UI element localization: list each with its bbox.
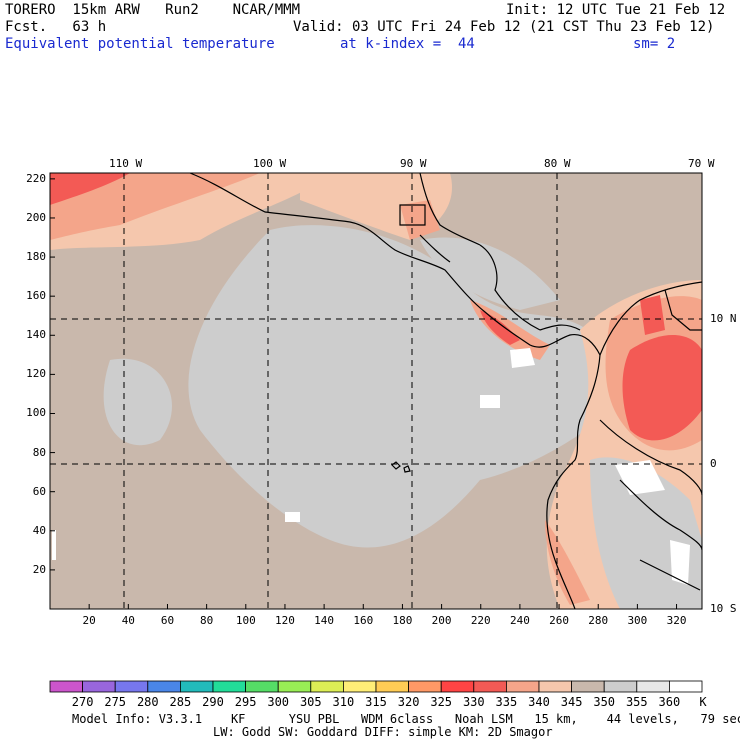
lat-label-0: 0 xyxy=(710,457,717,470)
forecast-hour: Fcst. 63 h xyxy=(5,19,107,35)
x-tick-label: 80 xyxy=(200,614,214,627)
colorbar-swatch xyxy=(603,680,638,693)
x-tick-label: 120 xyxy=(275,614,295,627)
lat-lon-grid xyxy=(50,173,702,609)
x-tick-label: 240 xyxy=(509,614,530,627)
colorbar-swatch xyxy=(505,680,540,693)
y-tick-label: 180 xyxy=(26,250,46,264)
y-tick-label: 220 xyxy=(26,171,46,185)
y-tick-label: 140 xyxy=(26,328,46,342)
colorbar-swatch xyxy=(375,680,409,693)
colorbar-swatch xyxy=(342,680,377,693)
x-tick-label: 200 xyxy=(431,614,452,627)
colorbar-swatch xyxy=(310,680,344,693)
colorbar-swatch xyxy=(245,680,279,693)
lon-label-70w: 70 W xyxy=(688,157,715,170)
x-tick-label: 220 xyxy=(470,614,491,627)
y-tick-label: 20 xyxy=(32,562,46,576)
x-tick-label: 320 xyxy=(666,614,687,627)
colorbar-swatch xyxy=(473,680,507,693)
colorbar-swatch xyxy=(82,680,116,693)
y-tick-label: 120 xyxy=(26,367,46,381)
x-tick-label: 60 xyxy=(160,614,175,627)
map-frame xyxy=(49,172,703,610)
x-tick-label: 300 xyxy=(627,614,648,627)
temperature-field xyxy=(50,173,702,609)
colorbar-tick-label: 270 xyxy=(71,695,94,709)
colorbar-tick-label: 350 xyxy=(593,695,616,709)
colorbar-swatch xyxy=(408,680,442,693)
y-tick-label: 80 xyxy=(32,445,46,459)
colorbar-tick-label: 360 xyxy=(658,695,681,709)
colorbar-unit: K xyxy=(699,695,707,709)
colorbar-tick-label: 275 xyxy=(104,695,127,709)
colorbar-swatch xyxy=(277,680,312,693)
colorbar-swatch xyxy=(440,680,475,693)
colorbar-tick-label: 345 xyxy=(560,695,583,709)
colorbar-tick-label: 300 xyxy=(267,695,290,709)
lon-label-100w: 100 W xyxy=(253,157,287,170)
lat-label-10s: 10 S xyxy=(710,602,737,615)
colorbar-tick-label: 340 xyxy=(528,695,550,709)
colorbar-tick-label: 315 xyxy=(365,695,387,709)
model-info: Model Info: V3.3.1 KF YSU PBL WDM 6class… xyxy=(72,712,740,726)
lon-label-90w: 90 W xyxy=(400,157,427,170)
x-tick-label: 40 xyxy=(121,614,135,627)
x-tick-label: 280 xyxy=(588,614,609,627)
colorbar-swatch xyxy=(571,680,605,693)
colorbar-swatch xyxy=(179,680,214,693)
y-tick-label: 100 xyxy=(26,406,46,420)
colorbar-tick-label: 290 xyxy=(202,695,224,709)
colorbar-swatch xyxy=(147,680,181,693)
colorbar-tick-label: 310 xyxy=(332,695,355,709)
colorbar-tick-label: 335 xyxy=(495,695,518,709)
x-tick-label: 180 xyxy=(392,614,413,627)
y-tick-label: 60 xyxy=(32,484,46,498)
x-tick-label: 160 xyxy=(353,614,374,627)
x-tick-label: 260 xyxy=(549,614,569,627)
colorbar-tick-label: 305 xyxy=(299,695,322,709)
y-tick-label: 160 xyxy=(26,289,46,303)
x-tick-label: 140 xyxy=(314,614,335,627)
field-name: Equivalent potential temperature xyxy=(5,36,275,52)
colorbar-tick-label: 285 xyxy=(169,695,192,709)
y-tick-label: 200 xyxy=(26,210,46,224)
level-info: at k-index = 44 xyxy=(340,36,475,52)
colorbar-tick-label: 330 xyxy=(462,695,485,709)
colorbar-swatch xyxy=(636,680,670,693)
lat-label-10n: 10 N xyxy=(710,312,737,325)
axis-ticks xyxy=(50,178,678,609)
colorbar-swatch xyxy=(114,680,149,693)
y-tick-label: 40 xyxy=(32,523,46,537)
colorbar-swatch xyxy=(669,680,703,693)
colorbar-tick-label: 295 xyxy=(234,695,257,709)
colorbar-swatch xyxy=(538,680,572,693)
colorbar-tick-label: 355 xyxy=(625,695,648,709)
colorbar-tick-label: 325 xyxy=(430,695,453,709)
valid-time: Valid: 03 UTC Fri 24 Feb 12 (21 CST Thu … xyxy=(293,19,715,35)
colorbar-swatch xyxy=(212,680,246,693)
init-time: Init: 12 UTC Tue 21 Feb 12 xyxy=(506,2,726,18)
coastlines xyxy=(189,172,703,610)
smoothing-info: sm= 2 xyxy=(633,36,676,52)
colorbar-tick-label: 320 xyxy=(397,695,420,709)
x-tick-label: 20 xyxy=(82,614,96,627)
colorbar xyxy=(49,680,703,693)
x-tick-label: 100 xyxy=(235,614,256,627)
physics-info: LW: Godd SW: Goddard DIFF: simple KM: 2D… xyxy=(213,725,553,739)
lon-label-80w: 80 W xyxy=(544,157,571,170)
lon-label-110w: 110 W xyxy=(109,157,143,170)
colorbar-tick-label: 280 xyxy=(136,695,159,709)
model-title: TORERO 15km ARW Run2 NCAR/MMM xyxy=(5,2,301,18)
colorbar-swatch xyxy=(49,680,83,693)
